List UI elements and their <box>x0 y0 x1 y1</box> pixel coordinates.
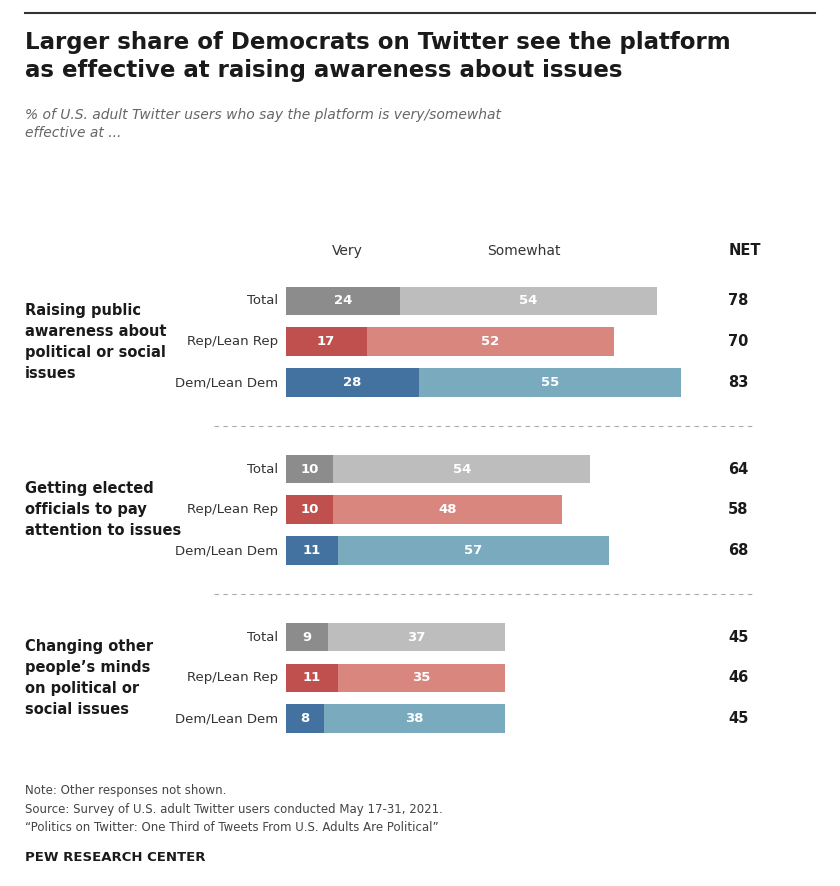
Text: 46: 46 <box>728 671 748 686</box>
Text: 45: 45 <box>728 630 748 645</box>
Text: 8: 8 <box>300 712 309 726</box>
Text: 55: 55 <box>541 376 559 389</box>
Text: 24: 24 <box>333 294 352 307</box>
Bar <box>419 369 680 397</box>
Text: Getting elected
officials to pay
attention to issues: Getting elected officials to pay attenti… <box>25 481 181 539</box>
Text: 48: 48 <box>438 503 457 517</box>
Text: 17: 17 <box>317 335 335 348</box>
Text: 83: 83 <box>728 375 748 390</box>
Bar <box>400 286 657 315</box>
Bar <box>286 495 333 525</box>
Bar <box>286 286 400 315</box>
Text: PEW RESEARCH CENTER: PEW RESEARCH CENTER <box>25 851 206 864</box>
Text: NET: NET <box>728 243 761 258</box>
Bar <box>286 623 328 651</box>
Bar <box>333 455 591 484</box>
Text: 35: 35 <box>412 672 430 684</box>
Text: 10: 10 <box>300 462 318 476</box>
Text: Very: Very <box>332 244 363 258</box>
Text: Dem/Lean Dem: Dem/Lean Dem <box>176 712 279 726</box>
Bar <box>333 495 562 525</box>
Text: 10: 10 <box>300 503 318 517</box>
Text: 68: 68 <box>728 543 748 558</box>
Bar <box>338 536 609 565</box>
Text: Somewhat: Somewhat <box>487 244 560 258</box>
Text: 52: 52 <box>481 335 500 348</box>
Text: Rep/Lean Rep: Rep/Lean Rep <box>187 503 279 517</box>
Text: Total: Total <box>247 462 279 476</box>
Text: 37: 37 <box>407 631 426 643</box>
Text: 45: 45 <box>728 711 748 727</box>
Text: Larger share of Democrats on Twitter see the platform
as effective at raising aw: Larger share of Democrats on Twitter see… <box>25 31 731 82</box>
Text: Dem/Lean Dem: Dem/Lean Dem <box>176 544 279 557</box>
Text: 78: 78 <box>728 293 748 308</box>
Bar <box>366 327 614 356</box>
Text: Total: Total <box>247 294 279 307</box>
Bar <box>286 704 323 733</box>
Text: 38: 38 <box>405 712 423 726</box>
Text: 11: 11 <box>302 544 321 557</box>
Text: 58: 58 <box>728 502 748 517</box>
Text: 54: 54 <box>519 294 538 307</box>
Text: 11: 11 <box>302 672 321 684</box>
Text: % of U.S. adult Twitter users who say the platform is very/somewhat
effective at: % of U.S. adult Twitter users who say th… <box>25 108 501 141</box>
Text: 70: 70 <box>728 334 748 349</box>
Text: 57: 57 <box>465 544 483 557</box>
Text: Changing other
people’s minds
on political or
social issues: Changing other people’s minds on politic… <box>25 639 154 717</box>
Text: Rep/Lean Rep: Rep/Lean Rep <box>187 335 279 348</box>
Text: Raising public
awareness about
political or social
issues: Raising public awareness about political… <box>25 303 166 381</box>
Text: 54: 54 <box>453 462 471 476</box>
Text: 64: 64 <box>728 462 748 477</box>
Bar <box>338 664 505 692</box>
Text: Total: Total <box>247 631 279 643</box>
Bar <box>286 664 338 692</box>
Bar <box>328 623 505 651</box>
Text: 28: 28 <box>343 376 361 389</box>
Text: Dem/Lean Dem: Dem/Lean Dem <box>176 376 279 389</box>
Bar <box>323 704 505 733</box>
Bar <box>286 369 419 397</box>
Text: 9: 9 <box>302 631 312 643</box>
Bar <box>286 536 338 565</box>
Text: Note: Other responses not shown.
Source: Survey of U.S. adult Twitter users cond: Note: Other responses not shown. Source:… <box>25 784 443 834</box>
Bar <box>286 327 366 356</box>
Bar <box>286 455 333 484</box>
Text: Rep/Lean Rep: Rep/Lean Rep <box>187 672 279 684</box>
